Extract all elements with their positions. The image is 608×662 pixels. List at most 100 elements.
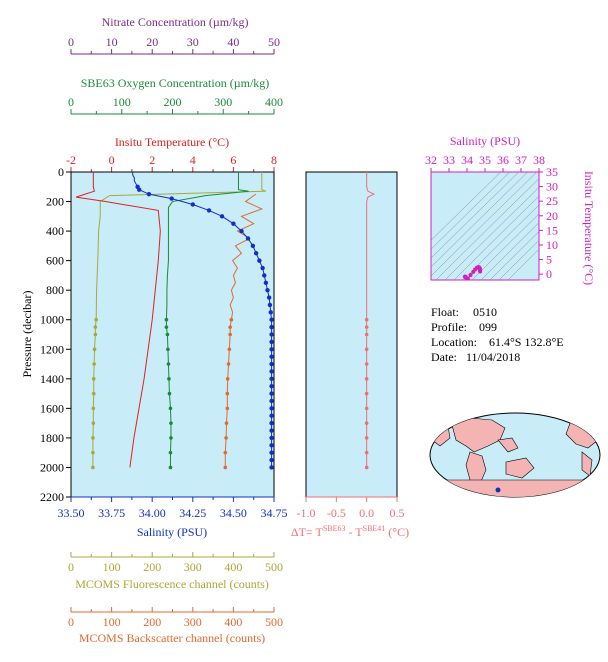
ts-y-tick-label: 0 xyxy=(546,267,552,281)
delta-temperature-panel: -1.0 -0.5 0.0 0.5 ΔT= TSBE63 - TSBE41 (°C) xyxy=(291,171,409,539)
pressure-tick-label: 1000 xyxy=(40,313,64,327)
pressure-tick-label: 400 xyxy=(46,224,64,238)
backscatter-point xyxy=(228,332,232,337)
location-label: Location: xyxy=(431,335,477,349)
oxygen-axis: SBE63 Oxygen Concentration (µm/kg) 0 100 2… xyxy=(68,76,283,115)
salinity-point xyxy=(269,324,274,330)
temperature-axis-tick-label: 2 xyxy=(149,153,155,167)
backscatter-axis-tick-label: 200 xyxy=(143,615,161,629)
oxygen-point xyxy=(167,391,172,396)
nitrate-axis-tick-label: 20 xyxy=(146,35,158,49)
fluorescence-point xyxy=(91,450,95,455)
salinity-point xyxy=(231,221,236,226)
ts-y-tick-label: 35 xyxy=(546,165,558,179)
ts-density-contour xyxy=(431,172,520,259)
fluorescence-point xyxy=(91,406,96,411)
salinity-point xyxy=(262,273,267,278)
delta-point xyxy=(364,332,369,337)
delta-point xyxy=(364,377,369,381)
salinity-point xyxy=(269,361,274,367)
nitrate-axis-tick-label: 30 xyxy=(187,35,199,49)
pressure-tick-label: 800 xyxy=(46,283,64,297)
pressure-tick-label: 0 xyxy=(58,165,64,179)
salinity-axis-label: Salinity (PSU) xyxy=(137,525,207,539)
salinity-axis-tick-label: 34.75 xyxy=(261,506,288,520)
pressure-axis-label: Pressure (decibar) xyxy=(20,291,34,378)
ts-point xyxy=(465,276,470,281)
nitrate-axis-tick-label: 0 xyxy=(68,35,74,49)
ts-density-contour xyxy=(498,239,539,280)
oxygen-point xyxy=(164,317,169,322)
float-location-marker xyxy=(495,487,501,493)
delta-tick-label: 0.5 xyxy=(390,506,405,520)
location-value: 61.4°S 132.8°E xyxy=(489,335,564,349)
backscatter-point xyxy=(223,450,228,455)
ts-title: Salinity (PSU) xyxy=(450,134,520,148)
salinity-point xyxy=(137,187,142,192)
delta-axis-label: ΔT= TSBE63 - TSBE41 (°C) xyxy=(291,524,409,539)
salinity-axis-tick-label: 33.50 xyxy=(58,506,85,520)
salinity-point xyxy=(268,310,273,315)
salinity-axis-tick-label: 33.75 xyxy=(98,506,125,520)
oxygen-point xyxy=(165,332,170,337)
salinity-point xyxy=(260,265,265,271)
ts-density-contour xyxy=(431,172,511,250)
salinity-axis-tick-label: 34.00 xyxy=(139,506,166,520)
delta-point xyxy=(364,465,369,470)
oxygen-axis-tick-label: 400 xyxy=(265,95,283,109)
ts-y-tick-label: 25 xyxy=(546,194,558,208)
temperature-axis-tick-label: 0 xyxy=(109,153,115,167)
backscatter-axis-tick-label: 300 xyxy=(184,615,202,629)
salinity-point xyxy=(269,406,274,411)
backscatter-axis-tick-label: 400 xyxy=(224,615,242,629)
salinity-point xyxy=(269,465,274,470)
fluorescence-point xyxy=(91,377,96,381)
ts-x-tick-label: 34 xyxy=(461,153,473,167)
backscatter-point xyxy=(223,465,228,470)
salinity-point xyxy=(269,420,274,426)
salinity-point xyxy=(239,228,244,234)
delta-point xyxy=(364,317,369,322)
temperature-series-line xyxy=(75,172,161,468)
backscatter-point xyxy=(227,347,232,352)
salinity-point xyxy=(269,443,274,448)
oxygen-point xyxy=(168,450,173,455)
salinity-point xyxy=(269,339,274,345)
delta-point xyxy=(364,436,369,440)
delta-tick-label: -1.0 xyxy=(297,506,316,520)
backscatter-series-line xyxy=(224,193,264,468)
fluorescence-axis-tick-label: 0 xyxy=(68,560,74,574)
pressure-tick-label: 1600 xyxy=(40,401,64,415)
oxygen-point xyxy=(166,347,170,352)
ts-x-tick-label: 37 xyxy=(515,153,527,167)
ts-y-tick-label: 5 xyxy=(546,253,552,267)
nitrate-axis-label: Nitrate Concentration (µm/kg) xyxy=(102,15,249,29)
delta-tick-label: 0.0 xyxy=(359,506,374,520)
ts-x-tick-label: 36 xyxy=(497,153,509,167)
salinity-point xyxy=(267,302,273,308)
pressure-tick-label: 1200 xyxy=(40,342,64,356)
ts-density-contour xyxy=(444,187,539,280)
salinity-point xyxy=(169,196,174,201)
nitrate-axis-tick-label: 40 xyxy=(227,35,239,49)
ts-x-tick-label: 35 xyxy=(479,153,491,167)
backscatter-axis-tick-label: 500 xyxy=(265,615,283,629)
salinity-point xyxy=(269,413,274,418)
delta-point xyxy=(364,325,369,329)
float-label: Float: xyxy=(431,305,459,319)
oxygen-point xyxy=(169,421,173,425)
salinity-point xyxy=(269,435,274,441)
fluorescence-axis: 0 100 200 300 400 500 MCOMS Fluorescence chan… xyxy=(68,552,283,591)
salinity-series-line xyxy=(132,172,273,468)
salinity-point xyxy=(269,347,274,352)
ts-density-contour xyxy=(480,222,539,280)
backscatter-axis-label: MCOMS Backscatter channel (counts) xyxy=(79,631,265,645)
salinity-point xyxy=(266,295,272,300)
fluorescence-axis-tick-label: 200 xyxy=(143,560,161,574)
fluorescence-point xyxy=(92,347,97,352)
ts-diagram-panel: Salinity (PSU) 32 33 34 35 36 37 3805101520253… xyxy=(425,134,596,285)
pressure-tick-label: 600 xyxy=(46,254,64,268)
fluorescence-axis-tick-label: 400 xyxy=(224,560,242,574)
pressure-tick-label: 2200 xyxy=(40,490,64,504)
delta-point xyxy=(364,421,369,425)
